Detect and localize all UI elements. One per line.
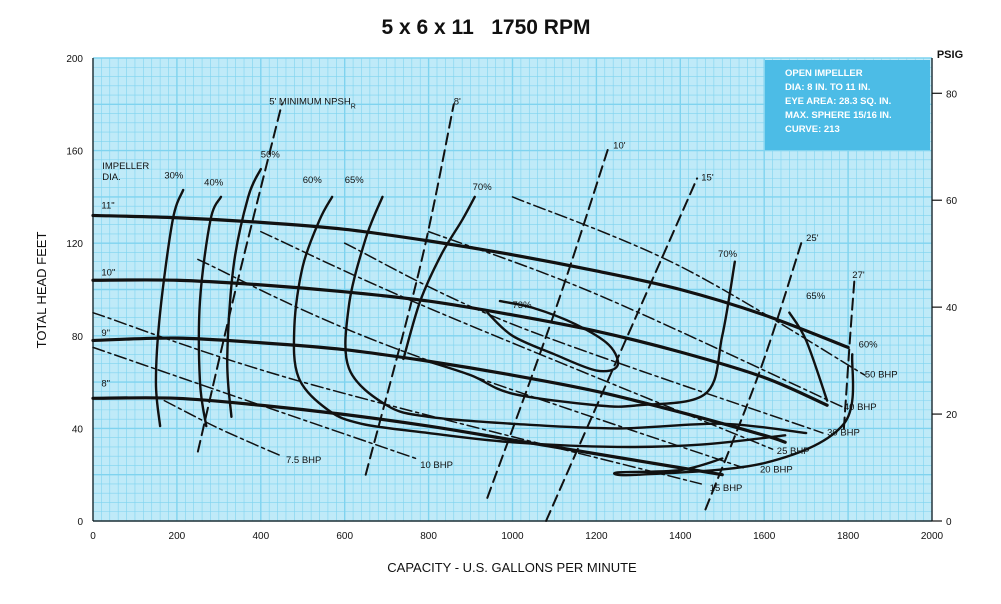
- y-tick-label: 80: [72, 332, 84, 343]
- label-bhp: 7.5 BHP: [286, 455, 321, 466]
- y2-tick-label: 40: [946, 303, 958, 314]
- curve-impeller-1: [91, 278, 829, 407]
- curves: [91, 103, 866, 522]
- curve-bhp-21: [163, 399, 283, 457]
- curve-bhp-20: [92, 346, 417, 460]
- info-box-line: MAX. SPHERE 15/16 IN.: [785, 110, 892, 121]
- curve-labels: 11" 10" 9" 8" 30% 40% 50% 60% 65% 70% 70% 73% 65% 60%…: [101, 96, 897, 494]
- curve-npsh-26: [842, 279, 856, 430]
- y2-axis-label: PSIG: [937, 49, 963, 61]
- label-efficiency: 70%: [718, 249, 738, 260]
- y-tick-label: 160: [66, 147, 83, 158]
- y-tick-label: 200: [66, 54, 83, 65]
- info-box: OPEN IMPELLER DIA: 8 IN. TO 11 IN. EYE ARE…: [765, 60, 930, 150]
- x-tick-label: 400: [252, 531, 269, 542]
- x-tick-label: 1000: [501, 531, 524, 542]
- y-tick-label: 0: [77, 517, 83, 528]
- curve-impeller-2: [91, 336, 787, 444]
- curve-bhp-14: [511, 196, 866, 376]
- curve-bhp-16: [343, 242, 824, 434]
- y2-tick-label: 80: [946, 89, 958, 100]
- x-tick-label: 800: [420, 531, 437, 542]
- label-npsh: 10': [613, 140, 626, 151]
- curve-npsh-24: [545, 177, 699, 522]
- x-tick-label: 600: [336, 531, 353, 542]
- label-npsh: 8': [454, 96, 461, 107]
- curve-npsh-25: [704, 239, 803, 511]
- x-tick-label: 1800: [837, 531, 860, 542]
- info-box-line: DIA: 8 IN. TO 11 IN.: [785, 82, 870, 93]
- x-tick-label: 1600: [753, 531, 776, 542]
- curve-impeller-0: [91, 213, 850, 349]
- curve-efficiency-9: [402, 195, 476, 361]
- curve-npsh-27: [196, 103, 283, 453]
- label-impeller: 8": [101, 379, 110, 390]
- npsh-label-sub: R: [351, 103, 356, 110]
- label-efficiency: 70%: [473, 182, 493, 193]
- label-efficiency: 40%: [204, 177, 224, 188]
- curve-efficiency-8: [344, 195, 808, 435]
- x-tick-label: 2000: [921, 531, 944, 542]
- x-tick-label: 1400: [669, 531, 692, 542]
- label-efficiency: 65%: [345, 175, 365, 186]
- label-npsh: 25': [806, 233, 819, 244]
- info-box-line: OPEN IMPELLER: [785, 68, 863, 79]
- npsh-label-main: 5' MINIMUM NPSH: [269, 96, 351, 107]
- info-box-bg: [765, 60, 930, 150]
- label-npsh: 15': [701, 173, 714, 184]
- curve-bhp-18: [197, 258, 744, 469]
- curve-efficiency-12: [788, 311, 829, 402]
- curve-npsh-22: [364, 103, 455, 476]
- label-npsh: 27': [852, 270, 865, 281]
- x-tick-label: 0: [90, 531, 96, 542]
- label-efficiency: 60%: [303, 175, 323, 186]
- info-box-line: EYE AREA: 28.3 SQ. IN.: [785, 96, 891, 107]
- curve-bhp-15: [427, 230, 845, 409]
- label-bhp: 50 BHP: [865, 369, 898, 380]
- label-efficiency: 73%: [513, 300, 533, 311]
- label-bhp: 20 BHP: [760, 464, 793, 475]
- curve-bhp-19: [92, 311, 703, 485]
- label-npsh-minimum: 5' MINIMUM NPSHR: [269, 96, 356, 110]
- label-efficiency: 30%: [164, 170, 184, 181]
- chart-title: 5 x 6 x 11 1750 RPM: [382, 16, 591, 39]
- label-impeller: 10": [101, 268, 115, 279]
- label-impeller: 11": [101, 200, 114, 211]
- info-box-line: CURVE: 213: [785, 124, 840, 135]
- curve-npsh-23: [486, 144, 610, 499]
- label-impeller: 9": [101, 328, 110, 339]
- y2-tick-label: 20: [946, 410, 958, 421]
- label-efficiency: 50%: [261, 150, 281, 161]
- x-tick-label: 200: [169, 531, 186, 542]
- curve-impeller-3: [91, 396, 724, 477]
- impeller-dia-label: IMPELLER: [102, 161, 149, 172]
- label-bhp: 25 BHP: [777, 446, 810, 457]
- curve-bhp-17: [260, 230, 774, 450]
- curve-efficiency-7: [292, 195, 787, 449]
- curve-efficiency-4: [154, 188, 185, 428]
- label-bhp: 10 BHP: [420, 460, 453, 471]
- y-tick-label: 120: [66, 239, 83, 250]
- x-tick-label: 1200: [585, 531, 608, 542]
- y-axis-label: TOTAL HEAD FEET: [34, 232, 49, 349]
- label-efficiency: 65%: [806, 291, 826, 302]
- label-efficiency: 60%: [859, 339, 879, 350]
- curve-efficiency-6: [226, 167, 262, 419]
- label-bhp: 40 BHP: [844, 402, 877, 413]
- impeller-dia-label: DIA.: [102, 172, 120, 183]
- label-bhp: 15 BHP: [710, 483, 743, 494]
- x-axis-label: CAPACITY - U.S. GALLONS PER MINUTE: [387, 560, 637, 575]
- curve-efficiency-5: [197, 195, 223, 428]
- y2-tick-label: 60: [946, 196, 958, 207]
- axes: 0 200 400 600 800 1000 1200 1400 1600 1800 2000040…: [66, 54, 957, 542]
- y2-tick-label: 0: [946, 517, 952, 528]
- curve-efficiency-11: [486, 299, 620, 373]
- label-bhp: 30 BHP: [827, 427, 860, 438]
- y-tick-label: 40: [72, 424, 84, 435]
